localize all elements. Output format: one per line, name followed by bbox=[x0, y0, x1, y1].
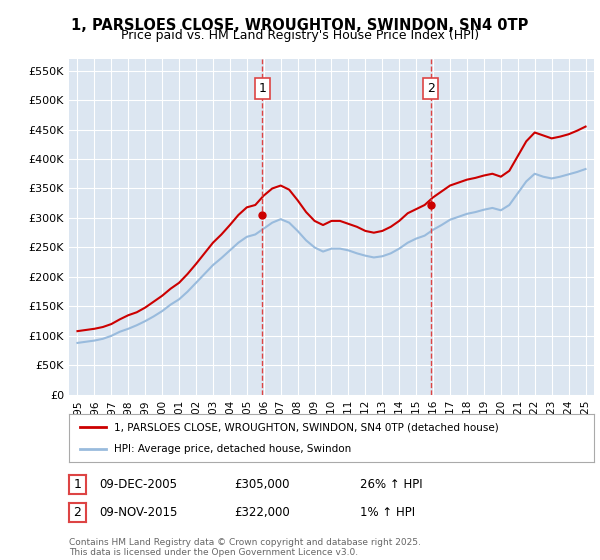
Text: 26% ↑ HPI: 26% ↑ HPI bbox=[360, 478, 422, 491]
Text: £305,000: £305,000 bbox=[234, 478, 290, 491]
Text: 1% ↑ HPI: 1% ↑ HPI bbox=[360, 506, 415, 519]
Text: 1, PARSLOES CLOSE, WROUGHTON, SWINDON, SN4 0TP (detached house): 1, PARSLOES CLOSE, WROUGHTON, SWINDON, S… bbox=[113, 422, 499, 432]
Text: 2: 2 bbox=[427, 82, 434, 95]
Text: 09-NOV-2015: 09-NOV-2015 bbox=[99, 506, 178, 519]
Text: 1, PARSLOES CLOSE, WROUGHTON, SWINDON, SN4 0TP: 1, PARSLOES CLOSE, WROUGHTON, SWINDON, S… bbox=[71, 18, 529, 33]
Text: HPI: Average price, detached house, Swindon: HPI: Average price, detached house, Swin… bbox=[113, 444, 351, 454]
Text: 1: 1 bbox=[259, 82, 266, 95]
Text: 1: 1 bbox=[73, 478, 82, 491]
Text: Contains HM Land Registry data © Crown copyright and database right 2025.
This d: Contains HM Land Registry data © Crown c… bbox=[69, 538, 421, 557]
Text: 2: 2 bbox=[73, 506, 82, 519]
Text: £322,000: £322,000 bbox=[234, 506, 290, 519]
Text: Price paid vs. HM Land Registry's House Price Index (HPI): Price paid vs. HM Land Registry's House … bbox=[121, 29, 479, 42]
Text: 09-DEC-2005: 09-DEC-2005 bbox=[99, 478, 177, 491]
